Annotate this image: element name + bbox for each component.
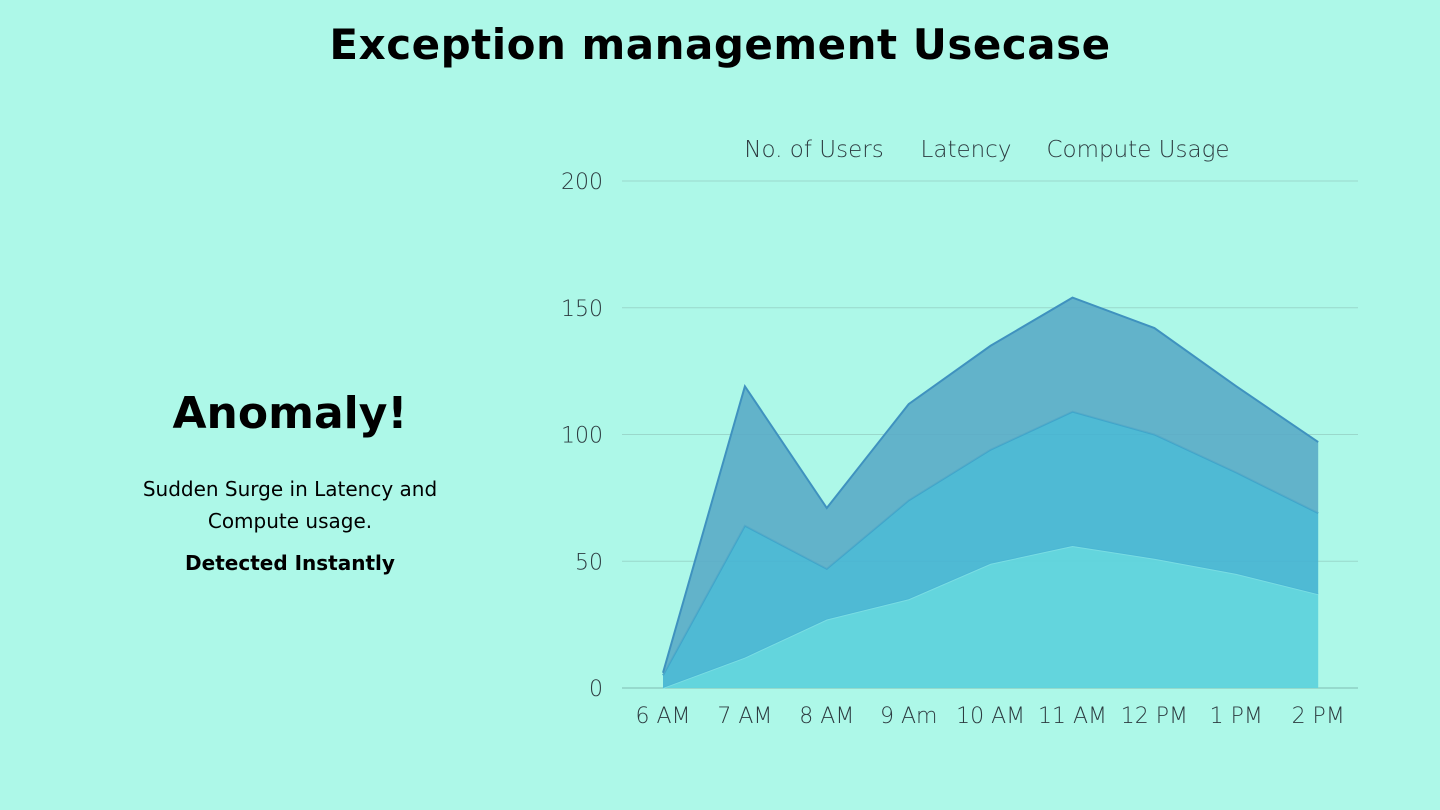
y-tick-label: 0	[589, 677, 603, 702]
legend-item: Compute Usage	[1046, 137, 1229, 163]
x-tick-label: 6 AM	[635, 704, 690, 729]
x-tick-label: 2 PM	[1292, 704, 1345, 729]
legend-item: Latency	[921, 137, 1012, 163]
series-area-3	[663, 297, 1319, 676]
series-area-1	[663, 546, 1319, 688]
anomaly-description-line-1: Sudden Surge in Latency and	[142, 477, 438, 501]
x-tick-label: 10 AM	[956, 704, 1025, 729]
y-tick-label: 150	[561, 297, 603, 322]
anomaly-panel: Anomaly! Sudden Surge in Latency and Com…	[110, 388, 470, 575]
anomaly-heading: Anomaly!	[172, 388, 408, 439]
x-tick-label: 12 PM	[1121, 704, 1188, 729]
chart-canvas: 0 50 100 150 200 6 AM 7 AM 8 AM 9 Am 10 AM 11 AM 12…	[561, 137, 1358, 729]
legend-item: No. of Users	[744, 137, 883, 163]
y-tick-label: 200	[561, 170, 603, 195]
x-tick-label: 9 Am	[880, 704, 937, 729]
x-tick-label: 8 AM	[799, 704, 854, 729]
anomaly-description: Sudden Surge in Latency and Compute usag…	[110, 473, 470, 537]
detection-status: Detected Instantly	[185, 551, 395, 575]
page-title: Exception management Usecase	[329, 20, 1111, 69]
x-tick-label: 7 AM	[717, 704, 772, 729]
series-area-2	[663, 411, 1319, 688]
y-tick-label: 100	[561, 424, 603, 449]
stacked-area-chart: 0 50 100 150 200 6 AM 7 AM 8 AM 9 Am 10 AM 11 AM 12…	[540, 120, 1400, 760]
x-tick-label: 1 PM	[1210, 704, 1263, 729]
x-tick-label: 11 AM	[1038, 704, 1107, 729]
anomaly-description-line-2: Compute usage.	[207, 509, 373, 533]
y-tick-label: 50	[575, 550, 603, 575]
